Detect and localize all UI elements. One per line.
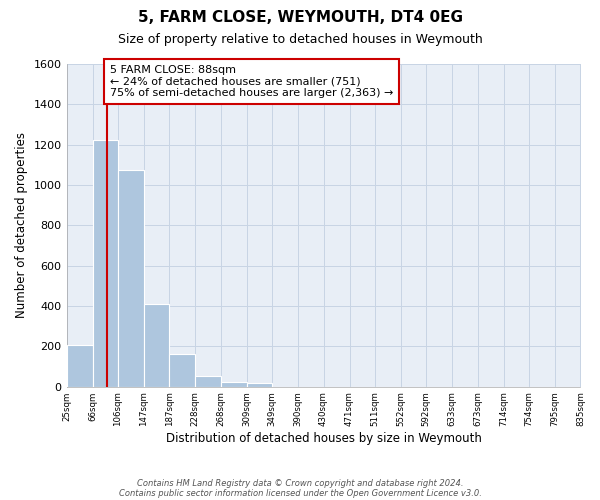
Bar bbox=[169, 354, 196, 386]
Bar bbox=[196, 376, 221, 386]
Text: Contains HM Land Registry data © Crown copyright and database right 2024.: Contains HM Land Registry data © Crown c… bbox=[137, 478, 463, 488]
Text: Size of property relative to detached houses in Weymouth: Size of property relative to detached ho… bbox=[118, 32, 482, 46]
Bar bbox=[144, 304, 169, 386]
Bar bbox=[247, 383, 272, 386]
Bar bbox=[67, 346, 92, 387]
Text: 5 FARM CLOSE: 88sqm
← 24% of detached houses are smaller (751)
75% of semi-detac: 5 FARM CLOSE: 88sqm ← 24% of detached ho… bbox=[110, 65, 393, 98]
Bar bbox=[92, 140, 118, 386]
Text: 5, FARM CLOSE, WEYMOUTH, DT4 0EG: 5, FARM CLOSE, WEYMOUTH, DT4 0EG bbox=[137, 10, 463, 25]
Bar bbox=[221, 382, 247, 386]
X-axis label: Distribution of detached houses by size in Weymouth: Distribution of detached houses by size … bbox=[166, 432, 481, 445]
Text: Contains public sector information licensed under the Open Government Licence v3: Contains public sector information licen… bbox=[119, 488, 481, 498]
Bar bbox=[118, 170, 144, 386]
Y-axis label: Number of detached properties: Number of detached properties bbox=[15, 132, 28, 318]
